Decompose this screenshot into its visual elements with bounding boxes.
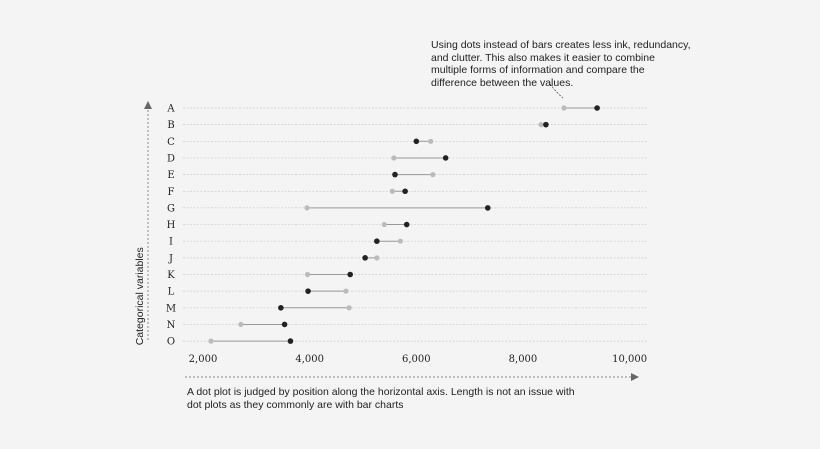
category-label: J xyxy=(168,253,173,264)
x-axis-arrow-icon xyxy=(631,373,639,381)
category-label: O xyxy=(167,337,175,348)
dot-dark xyxy=(281,321,288,328)
dot-dark xyxy=(362,255,368,261)
category-label: K xyxy=(167,270,175,281)
bottom-annotation: A dot plot is judged by position along t… xyxy=(187,386,575,411)
dot-dark xyxy=(392,171,398,178)
category-label: L xyxy=(168,287,175,298)
dot-dark xyxy=(347,271,353,278)
dot-dark xyxy=(484,205,491,211)
dot-dark xyxy=(305,288,311,294)
category-label: N xyxy=(167,320,176,331)
category-label: E xyxy=(167,170,174,181)
dot-light xyxy=(304,271,311,278)
dot-light xyxy=(208,338,214,344)
dot-light xyxy=(430,172,436,178)
category-label: D xyxy=(167,153,175,164)
x-tick-label: 8,000 xyxy=(509,354,538,365)
category-label: M xyxy=(166,303,176,314)
dot-light xyxy=(304,205,310,211)
top-annotation: Using dots instead of bars creates less … xyxy=(431,39,691,89)
dot-light xyxy=(561,105,567,111)
dot-dark xyxy=(287,338,294,344)
annotation-leader-line xyxy=(549,83,564,99)
x-tick-label: 6,000 xyxy=(402,354,431,365)
category-label: I xyxy=(169,237,173,248)
dot-dark xyxy=(594,105,600,111)
dot-light xyxy=(346,305,352,311)
dot-light xyxy=(343,288,349,294)
dot-light xyxy=(389,188,395,194)
dot-light xyxy=(374,255,380,261)
category-label: A xyxy=(166,104,175,115)
x-tick-label: 2,000 xyxy=(189,354,218,365)
dot-light xyxy=(428,138,434,144)
dot-light xyxy=(381,221,387,228)
y-axis-arrow-icon xyxy=(144,101,152,109)
dot-light xyxy=(238,321,244,328)
dot-dark xyxy=(374,238,380,244)
dot-dark xyxy=(278,305,284,311)
dot-light xyxy=(391,155,397,161)
dot-light xyxy=(538,122,544,128)
category-label: C xyxy=(167,137,175,148)
y-axis-label: Categorical variables xyxy=(133,247,146,346)
x-tick-label: 4,000 xyxy=(295,354,324,365)
dot-dark xyxy=(413,138,420,145)
dot-light xyxy=(397,238,403,244)
dot-dark xyxy=(402,188,408,195)
category-label: F xyxy=(168,187,175,198)
dot-dark xyxy=(543,121,549,128)
category-label: G xyxy=(167,203,175,214)
dot-dark xyxy=(442,155,449,161)
dot-dark xyxy=(403,221,410,228)
category-label: B xyxy=(167,120,174,131)
x-tick-label: 10,000 xyxy=(612,354,647,365)
category-label: H xyxy=(167,220,176,231)
